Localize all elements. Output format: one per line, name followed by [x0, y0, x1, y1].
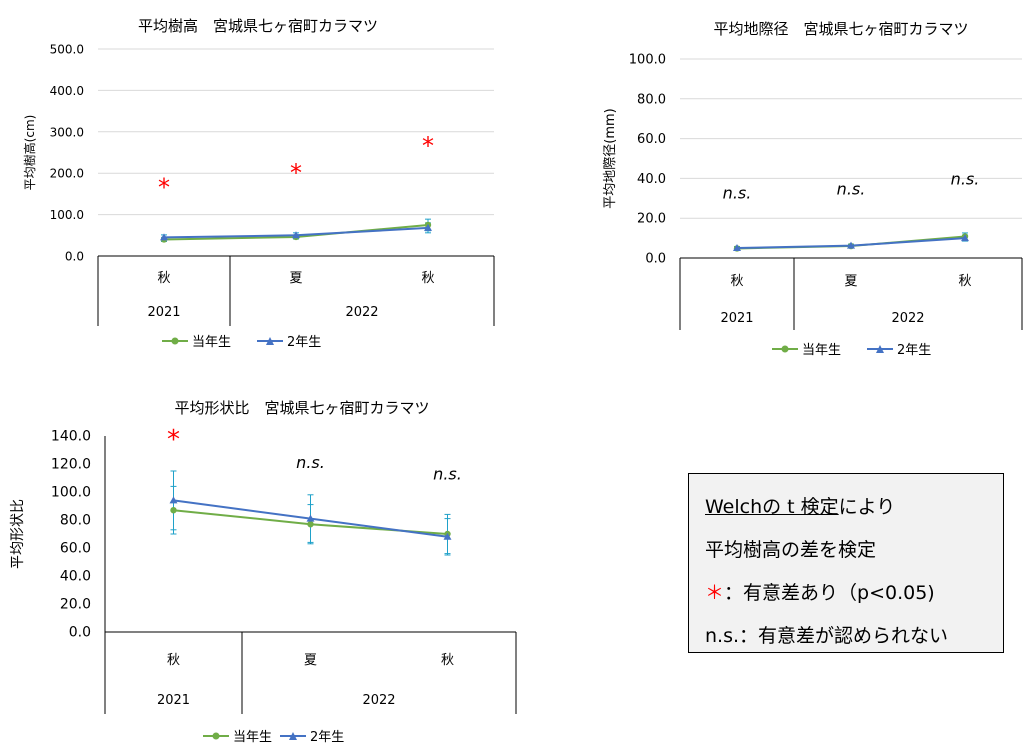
chart-2-y-tick-label: 0.0 [645, 252, 666, 267]
test-method-note: Welchの t 検定により 平均樹高の差を検定 ＊：有意差あり（p<0.05)… [688, 473, 1004, 653]
chart-1-y-tick-label: 400.0 [50, 84, 84, 98]
chart-3-y-tick-label: 120.0 [51, 457, 91, 473]
chart-3-year-label: 2022 [362, 693, 395, 708]
legend-item-series1: 当年生 [203, 726, 272, 745]
note-line-1-suffix: により [838, 496, 896, 518]
chart-3-legend: 当年生 2年生 [203, 726, 344, 745]
chart-1-year-label: 2022 [345, 305, 378, 320]
legend-item-series2: 2年生 [867, 339, 931, 358]
chart-1-x-tick-label: 秋 [421, 271, 434, 286]
chart-2-y-tick-label: 20.0 [637, 212, 666, 227]
legend-blue-triangle-icon [257, 336, 284, 345]
chart-3-y-tick-label: 100.0 [51, 485, 91, 501]
legend-green-circle-icon [203, 732, 229, 739]
legend-blue-triangle-icon [280, 731, 307, 740]
chart-3-ns-label: n.s. [296, 453, 325, 472]
chart-1-point-series-2 [424, 223, 432, 231]
chart-3-x-tick-label: 秋 [167, 653, 180, 668]
chart-2-x-tick-label: 夏 [844, 274, 857, 289]
chart-1-y-axis-label: 平均樹高(cm) [22, 115, 37, 191]
chart-3-point-series-1 [307, 521, 314, 528]
chart-3-y-tick-label: 20.0 [60, 597, 91, 613]
chart-2-y-axis-label: 平均地際径(mm) [603, 108, 618, 208]
chart-2-year-label: 2022 [891, 311, 924, 326]
chart-1-y-tick-label: 200.0 [50, 167, 84, 181]
legend-label-series1: 当年生 [192, 335, 232, 350]
chart-3-x-tick-label: 夏 [304, 653, 317, 668]
chart-2-y-tick-label: 100.0 [629, 53, 666, 68]
chart-1-significance-star: * [290, 159, 302, 187]
legend-item-series2: 2年生 [280, 726, 344, 745]
significance-star-icon: ＊ [705, 582, 725, 604]
chart-2-x-tick-label: 秋 [730, 274, 743, 289]
chart-1-x-tick-label: 秋 [157, 271, 170, 286]
legend-label-series1: 当年生 [233, 730, 273, 745]
chart-2-legend: 当年生 2年生 [772, 339, 931, 358]
legend-label-series2: 2年生 [897, 343, 932, 358]
legend-label-series1: 当年生 [802, 343, 842, 358]
legend-item-series2: 2年生 [257, 331, 321, 350]
chart-2-y-tick-label: 60.0 [637, 132, 666, 147]
legend-green-circle-icon [162, 337, 188, 344]
chart-3-title: 平均形状比 宮城県七ヶ宿町カラマツ [174, 399, 429, 417]
legend-label-series2: 2年生 [287, 335, 322, 350]
chart-3-ns-label: n.s. [433, 464, 462, 483]
note-line-4: n.s.：有意差が認められない [705, 625, 949, 647]
legend-item-series1: 当年生 [162, 331, 231, 350]
chart-1-significance-star: * [158, 174, 170, 202]
chart-3-point-series-2 [306, 514, 315, 522]
chart-2-year-label: 2021 [720, 311, 753, 326]
note-welch-test: Welchの t 検定 [705, 496, 839, 518]
chart-2-title: 平均地際径 宮城県七ヶ宿町カラマツ [713, 20, 968, 38]
chart-3-y-tick-label: 80.0 [60, 513, 91, 529]
chart-2-ns-label: n.s. [837, 179, 866, 198]
chart-3-point-series-2 [169, 496, 178, 504]
chart-3-y-axis-label: 平均形状比 [10, 499, 26, 569]
chart-1-y-tick-label: 0.0 [65, 250, 84, 264]
chart-3-year-label: 2021 [157, 693, 190, 708]
chart-1-y-tick-label: 500.0 [50, 43, 84, 57]
legend-item-series1: 当年生 [772, 339, 841, 358]
chart-3-y-tick-label: 60.0 [60, 541, 91, 557]
chart-1-year-label: 2021 [147, 305, 180, 320]
chart-3-y-tick-label: 40.0 [60, 569, 91, 585]
chart-2-point-series-2 [847, 241, 855, 249]
chart-1-point-series-2 [160, 233, 168, 241]
note-line-2: 平均樹高の差を検定 [705, 539, 877, 561]
chart-2-y-tick-label: 80.0 [637, 92, 666, 107]
chart-1-y-tick-label: 100.0 [50, 208, 84, 222]
note-line-3-text: ：有意差あり（p<0.05) [724, 582, 935, 604]
chart-3-point-series-1 [170, 507, 177, 514]
chart-2-x-tick-label: 秋 [958, 274, 971, 289]
chart-1-y-tick-label: 300.0 [50, 125, 84, 139]
chart-3-x-tick-label: 秋 [441, 653, 454, 668]
chart-2-y-tick-label: 40.0 [637, 172, 666, 187]
chart-1-point-series-2 [292, 231, 300, 239]
chart-3-significance-star: * [167, 425, 180, 455]
chart-2-ns-label: n.s. [951, 169, 980, 188]
chart-1-title: 平均樹高 宮城県七ヶ宿町カラマツ [138, 17, 378, 35]
chart-1-x-tick-label: 夏 [289, 271, 302, 286]
chart-3-y-tick-label: 0.0 [69, 625, 91, 641]
note-line-3: ＊：有意差あり（p<0.05) [705, 572, 1003, 615]
legend-blue-triangle-icon [867, 344, 894, 353]
chart-1-significance-star: * [422, 132, 434, 160]
chart-3-point-series-2 [443, 532, 452, 540]
chart-3-y-tick-label: 140.0 [51, 429, 91, 445]
chart-2-point-series-2 [733, 244, 741, 252]
legend-label-series2: 2年生 [310, 730, 345, 745]
chart-2-ns-label: n.s. [723, 183, 752, 202]
chart-2-point-series-2 [961, 234, 969, 242]
note-line-1: Welchの t 検定により [705, 486, 1003, 529]
legend-green-circle-icon [772, 345, 798, 352]
chart-1-legend: 当年生 2年生 [162, 331, 321, 350]
